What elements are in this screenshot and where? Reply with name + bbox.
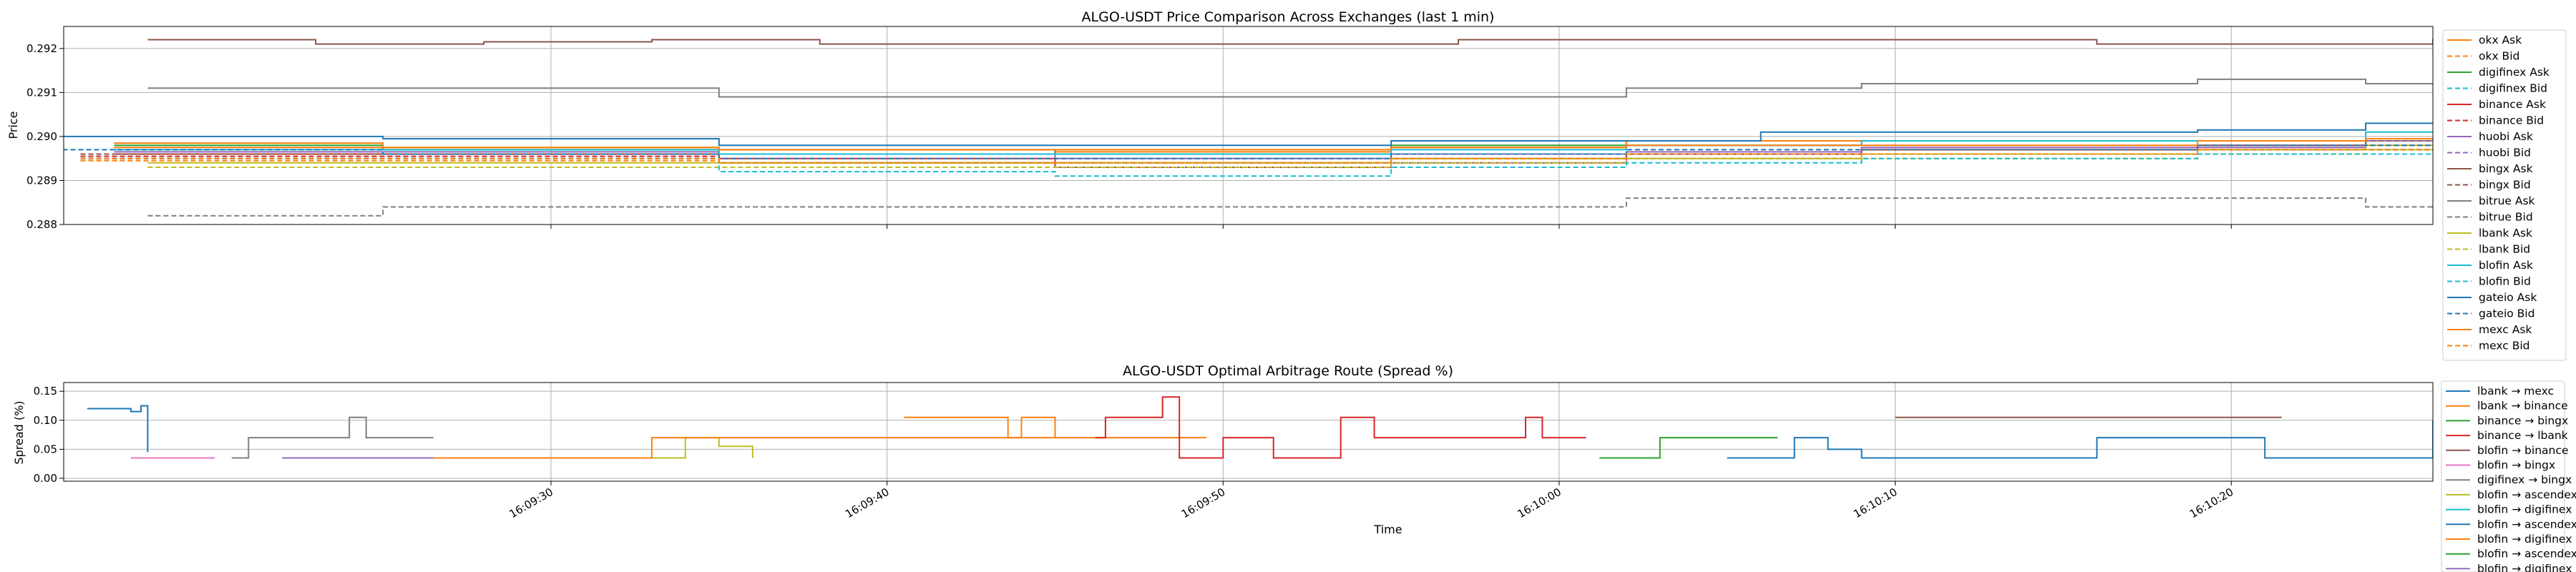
y-tick-label: 0.15	[34, 385, 57, 398]
y-tick-label: 0.289	[26, 174, 57, 187]
top-chart-y-ticks: 0.288 0.289 0.290 0.291 0.292	[26, 42, 64, 231]
bottom-chart-title: ALGO-USDT Optimal Arbitrage Route (Sprea…	[1123, 363, 1453, 379]
legend-label: bingx Ask	[2479, 162, 2533, 175]
x-tick-label: 16:09:40	[843, 485, 891, 521]
series-line-6	[231, 416, 434, 459]
legend-label: blofin → bingx	[2477, 459, 2555, 472]
series-line-10	[147, 78, 2433, 98]
x-tick-label: 16:10:20	[2187, 485, 2235, 521]
legend-label: blofin → digifinex	[2477, 562, 2572, 572]
legend-label: mexc Ask	[2479, 323, 2532, 336]
series-line-1	[904, 416, 1206, 439]
legend-label: bitrue Bid	[2479, 211, 2533, 224]
y-tick-label: 0.290	[26, 130, 57, 143]
bottom-chart-frame	[63, 382, 2434, 482]
legend-label: okx Ask	[2479, 34, 2522, 46]
top-chart-legend: okx Ask okx Bid digifinex Ask digifinex Bid…	[2442, 29, 2567, 361]
top-chart-series	[64, 39, 2433, 217]
legend-label: binance Ask	[2479, 98, 2546, 111]
legend-label: lbank Ask	[2479, 227, 2532, 240]
y-tick-label: 0.288	[26, 218, 57, 231]
legend-label: gateio Ask	[2479, 291, 2537, 304]
series-line-11	[147, 197, 2433, 217]
legend-label: blofin Bid	[2479, 275, 2531, 288]
legend-label: digifinex → bingx	[2477, 473, 2572, 486]
series-line-3	[1095, 396, 1586, 459]
x-tick-label: 16:10:10	[1851, 485, 1899, 521]
series-line-16	[64, 122, 2433, 147]
legend-label: blofin → ascendex	[2477, 518, 2576, 531]
legend-label: gateio Bid	[2479, 307, 2534, 320]
legend-label: lbank Bid	[2479, 243, 2530, 256]
top-chart-x-ticks	[550, 225, 2232, 229]
bottom-chart-y-ticks: 0.00 0.05 0.10 0.15	[34, 385, 64, 485]
bottom-chart-grid	[64, 383, 2433, 481]
series-line-10	[433, 437, 1055, 459]
legend-box	[2441, 380, 2565, 572]
legend-label: digifinex Bid	[2479, 82, 2547, 95]
bottom-chart-xlabel: Time	[1373, 523, 1402, 536]
legend-label: blofin Ask	[2479, 259, 2533, 272]
legend-label: binance Bid	[2479, 114, 2544, 127]
bottom-chart-ylabel: Spread (%)	[12, 400, 26, 464]
x-tick-label: 16:09:50	[1179, 485, 1227, 521]
y-tick-label: 0.10	[34, 414, 57, 427]
legend-label: bitrue Ask	[2479, 194, 2535, 207]
legend-label: huobi Ask	[2479, 130, 2533, 143]
legend-box	[2442, 29, 2567, 361]
x-tick-label: 16:09:30	[507, 485, 555, 521]
legend-label: binance → lbank	[2477, 429, 2568, 442]
legend-label: lbank → binance	[2477, 400, 2568, 413]
legend-label: blofin → ascendex	[2477, 488, 2576, 501]
x-tick-label: 16:10:00	[1516, 485, 1563, 521]
legend-label: mexc Bid	[2479, 340, 2530, 352]
y-tick-label: 0.05	[34, 443, 57, 455]
y-tick-label: 0.291	[26, 86, 57, 99]
series-line-8	[147, 39, 2433, 45]
bottom-chart-x-ticks: 16:09:30 16:09:40 16:09:50 16:10:00 16:10:10…	[507, 481, 2235, 521]
series-line-15	[80, 153, 2433, 177]
top-chart-grid	[64, 26, 2433, 225]
legend-label: okx Bid	[2479, 50, 2519, 63]
y-tick-label: 0.292	[26, 42, 57, 55]
legend-label: blofin → digifinex	[2477, 533, 2572, 546]
legend-label: huobi Bid	[2479, 147, 2531, 159]
legend-label: blofin → ascendex	[2477, 548, 2576, 561]
legend-label: blofin → digifinex	[2477, 503, 2572, 516]
series-line-0	[87, 405, 149, 453]
bottom-chart-series	[87, 396, 2433, 459]
top-chart-title: ALGO-USDT Price Comparison Across Exchan…	[1082, 9, 1495, 25]
series-line-9	[1727, 420, 2433, 459]
series-line-12	[147, 144, 2433, 164]
series-line-2	[1599, 437, 1778, 459]
series-line-18	[114, 138, 2433, 151]
top-chart-ylabel: Price	[6, 111, 20, 139]
legend-label: blofin → binance	[2477, 444, 2568, 457]
series-line-19	[80, 149, 2433, 164]
series-line-7	[601, 437, 753, 459]
legend-label: binance → bingx	[2477, 414, 2568, 427]
top-chart-frame	[63, 26, 2434, 225]
legend-label: lbank → mexc	[2477, 385, 2554, 398]
legend-label: bingx Bid	[2479, 179, 2531, 192]
series-line-17	[64, 144, 2433, 159]
legend-label: digifinex Ask	[2479, 66, 2550, 79]
y-tick-label: 0.00	[34, 472, 57, 485]
